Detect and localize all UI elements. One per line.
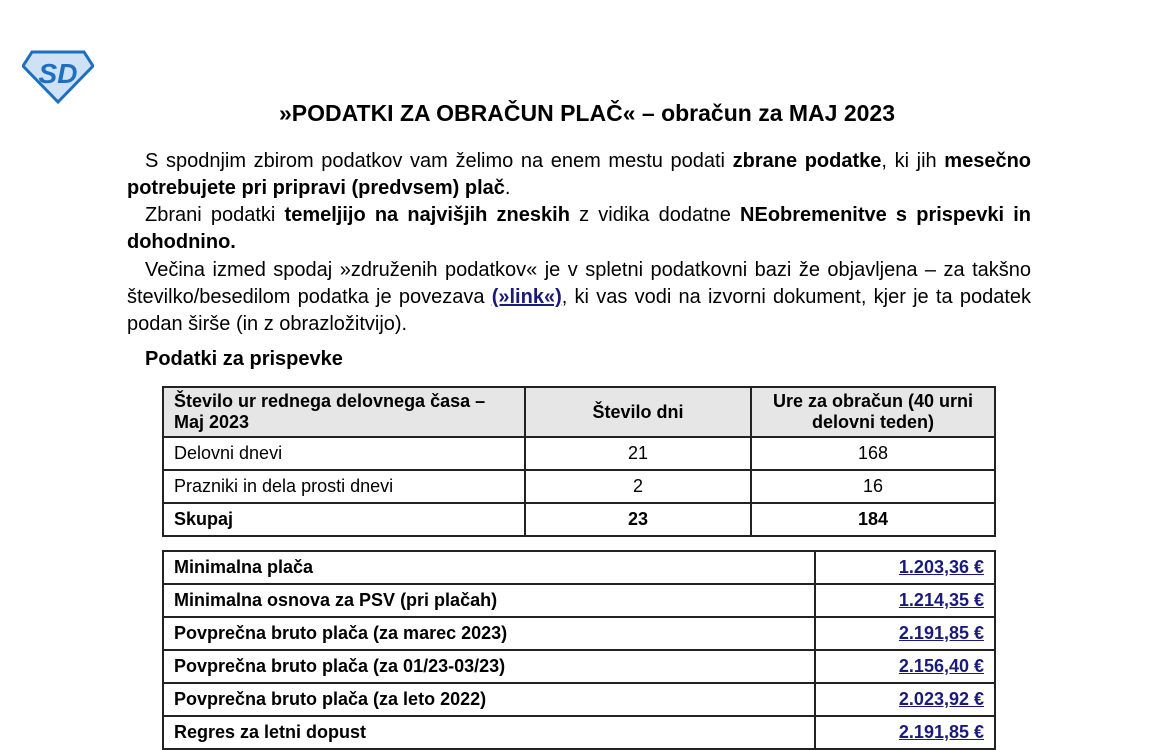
cell: Regres za letni dopust [162,715,816,750]
amount-link[interactable]: 2.156,40 € [898,656,984,676]
amount-link[interactable]: 2.191,85 € [898,722,984,742]
amount-link[interactable]: 1.203,36 € [898,557,984,577]
intro-paragraph-1: S spodnjim zbirom podatkov vam želimo na… [127,150,1032,199]
table-row: Regres za letni dopust 2.191,85 € [162,715,996,750]
section-title: Podatki za prispevke [145,348,343,370]
table-row-total: Skupaj 23 184 [162,502,996,537]
table-row: Prazniki in dela prosti dnevi 2 16 [162,469,996,504]
cell: 184 [750,502,996,537]
amount-link[interactable]: 2.191,85 € [898,623,984,643]
link[interactable]: (»link«) [491,286,562,308]
intro-paragraph-2: Zbrani podatki temeljijo na najvišjih zn… [127,204,1031,253]
cell: 168 [750,436,996,471]
table-row: Povprečna bruto plača (za marec 2023) 2.1… [162,616,996,651]
cell: 16 [750,469,996,504]
header-cell: Število ur rednega delovnega časa – Maj … [162,386,526,438]
cell: Povprečna bruto plača (za marec 2023) [162,616,816,651]
header-cell: Število dni [524,386,752,438]
table-row: Povprečna bruto plača (za 01/23-03/23) 2.… [162,649,996,684]
cell: Povprečna bruto plača (za 01/23-03/23) [162,649,816,684]
table-row: Delovni dnevi 21 168 [162,436,996,471]
cell: Minimalna osnova za PSV (pri plačah) [162,583,816,618]
cell: 21 [524,436,752,471]
cell: Prazniki in dela prosti dnevi [162,469,526,504]
header-cell: Ure za obračun (40 urni delovni teden) [750,386,996,438]
amount-link[interactable]: 2.023,92 € [898,689,984,709]
page-title: »PODATKI ZA OBRAČUN PLAČ« – obračun za M… [278,100,895,126]
cell: 2 [524,469,752,504]
cell: Povprečna bruto plača (za leto 2022) [162,682,816,717]
table-row: Minimalna plača 1.203,36 € [162,550,996,585]
cell: 23 [524,502,752,537]
amounts-table: Minimalna plača 1.203,36 € Minimalna osno… [162,550,996,750]
table-row: Povprečna bruto plača (za leto 2022) 2.02… [162,682,996,717]
cell: Minimalna plača [162,550,816,585]
table-header-row: Število ur rednega delovnega časa – Maj … [162,386,996,438]
intro-paragraph-3: Večina izmed spodaj »združenih podatkov«… [127,259,1031,335]
company-logo: SD [22,50,94,104]
hours-table: Število ur rednega delovnega časa – Maj … [162,386,996,537]
amount-link[interactable]: 1.214,35 € [898,590,984,610]
cell: Delovni dnevi [162,436,526,471]
svg-text:SD: SD [39,58,78,89]
cell: Skupaj [162,502,526,537]
table-row: Minimalna osnova za PSV (pri plačah) 1.21… [162,583,996,618]
